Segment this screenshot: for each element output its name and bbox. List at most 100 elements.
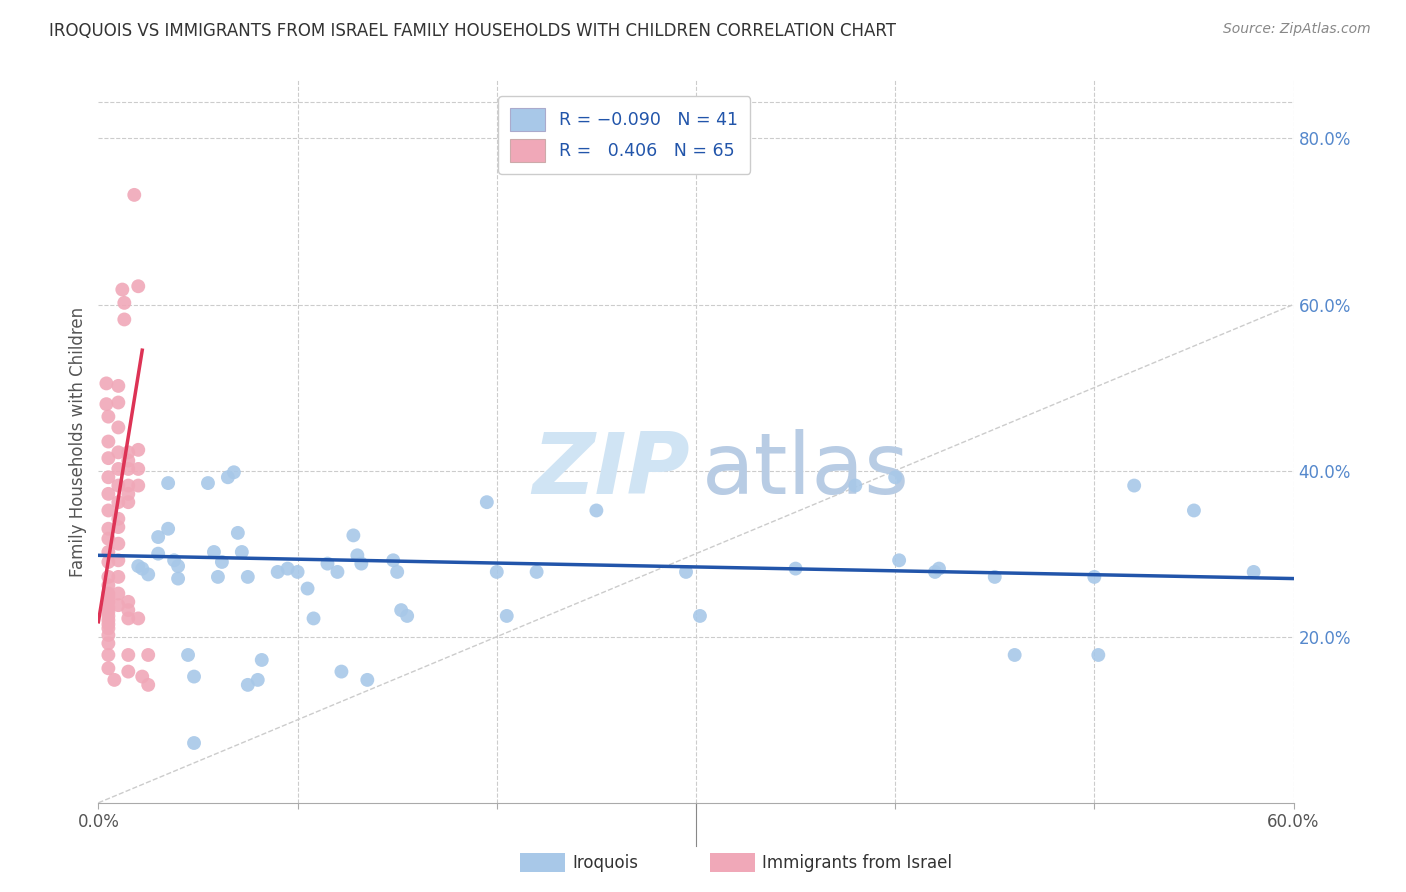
Point <box>112 296 135 310</box>
Point <box>107 420 129 434</box>
Point <box>326 565 349 579</box>
Point <box>148 547 170 561</box>
Point <box>226 525 249 540</box>
Point <box>97 628 120 642</box>
Legend: R = −0.090   N = 41, R =   0.406   N = 65: R = −0.090 N = 41, R = 0.406 N = 65 <box>498 96 751 174</box>
Point <box>197 476 219 491</box>
Point <box>148 530 170 544</box>
Point <box>1243 565 1265 579</box>
Point <box>107 586 129 600</box>
Point <box>984 570 1007 584</box>
Point <box>117 665 139 679</box>
Point <box>131 561 153 575</box>
Point <box>111 283 134 297</box>
Point <box>97 617 120 632</box>
Point <box>689 609 711 624</box>
Text: Source: ZipAtlas.com: Source: ZipAtlas.com <box>1223 22 1371 37</box>
Point <box>342 528 364 542</box>
Point <box>475 495 498 509</box>
Point <box>346 549 368 563</box>
Point <box>117 462 139 476</box>
Point <box>924 565 946 579</box>
Point <box>97 545 120 559</box>
Point <box>675 565 697 579</box>
Point <box>97 590 120 604</box>
Point <box>107 495 129 509</box>
Point <box>97 470 120 484</box>
Point <box>1123 478 1146 492</box>
Point <box>117 487 139 501</box>
Point <box>107 512 129 526</box>
Point <box>97 609 120 624</box>
Point <box>97 503 120 517</box>
Point <box>97 605 120 619</box>
Point <box>97 409 120 424</box>
Point <box>785 561 807 575</box>
Point <box>97 621 120 635</box>
Point <box>495 609 517 624</box>
Point <box>131 669 153 683</box>
Point <box>231 545 253 559</box>
Point <box>211 555 233 569</box>
Point <box>117 453 139 467</box>
Point <box>356 673 378 687</box>
Point <box>217 470 239 484</box>
Point <box>1004 648 1026 662</box>
Point <box>97 636 120 650</box>
Point <box>117 445 139 459</box>
Point <box>97 586 120 600</box>
Point <box>250 653 273 667</box>
Point <box>844 478 866 492</box>
Point <box>96 397 118 411</box>
Point <box>127 442 149 457</box>
Point <box>1087 648 1109 662</box>
Point <box>96 376 118 391</box>
Point <box>97 600 120 615</box>
Point <box>127 478 149 492</box>
Text: ZIP: ZIP <box>533 429 690 512</box>
Point <box>97 522 120 536</box>
Point <box>136 648 159 662</box>
Point <box>396 609 419 624</box>
Point <box>97 613 120 627</box>
Point <box>127 611 149 625</box>
Point <box>136 678 159 692</box>
Point <box>157 522 180 536</box>
Point <box>107 395 129 409</box>
Point <box>97 661 120 675</box>
Point <box>163 553 186 567</box>
Point <box>884 470 907 484</box>
Point <box>117 478 139 492</box>
Point <box>207 570 229 584</box>
Point <box>330 665 353 679</box>
Point <box>97 595 120 609</box>
Point <box>107 598 129 612</box>
Point <box>117 603 139 617</box>
Point <box>485 565 508 579</box>
Point <box>107 462 129 476</box>
Point <box>97 451 120 466</box>
Point <box>127 462 149 476</box>
Point <box>585 503 607 517</box>
Point <box>183 669 205 683</box>
Y-axis label: Family Households with Children: Family Households with Children <box>69 307 87 576</box>
Point <box>277 561 299 575</box>
Point <box>889 553 911 567</box>
Point <box>246 673 269 687</box>
Point <box>103 673 125 687</box>
Point <box>107 553 129 567</box>
Text: IROQUOIS VS IMMIGRANTS FROM ISRAEL FAMILY HOUSEHOLDS WITH CHILDREN CORRELATION C: IROQUOIS VS IMMIGRANTS FROM ISRAEL FAMIL… <box>49 22 896 40</box>
Point <box>97 570 120 584</box>
Point <box>287 565 309 579</box>
Point <box>97 555 120 569</box>
Point <box>928 561 950 575</box>
Point <box>236 570 259 584</box>
Point <box>167 559 190 574</box>
Point <box>183 736 205 750</box>
Point <box>97 532 120 546</box>
Point <box>350 557 373 571</box>
Point <box>127 559 149 574</box>
Point <box>167 572 190 586</box>
Text: Immigrants from Israel: Immigrants from Israel <box>762 854 952 871</box>
Point <box>316 557 339 571</box>
